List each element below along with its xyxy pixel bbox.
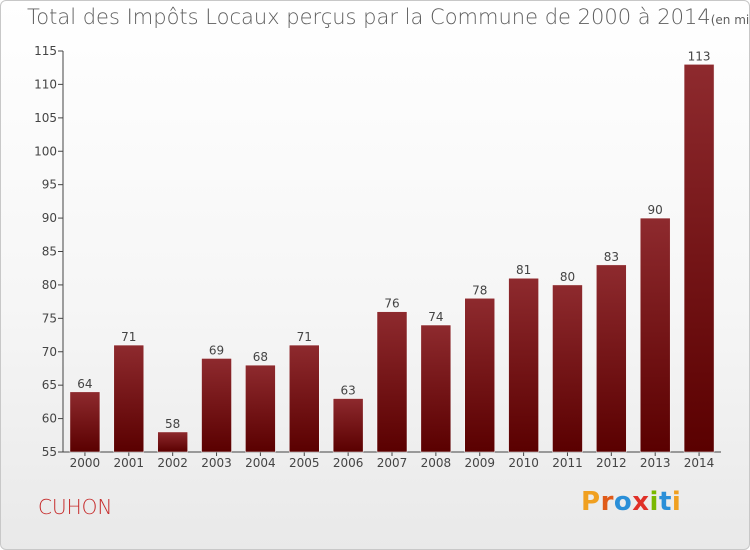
x-tick-label-2002: 2002 <box>157 456 188 470</box>
value-label-2006: 63 <box>340 384 355 398</box>
y-tick-label: 85 <box>42 245 57 259</box>
bar-2003 <box>201 358 232 453</box>
value-label-2007: 76 <box>384 297 399 311</box>
x-tick-label-2014: 2014 <box>684 456 715 470</box>
y-tick-label: 95 <box>42 178 57 192</box>
bar-2010 <box>508 277 539 453</box>
x-tick-label-2008: 2008 <box>421 456 452 470</box>
x-tick-label-2011: 2011 <box>552 456 583 470</box>
value-label-2002: 58 <box>165 417 180 431</box>
x-tick-label-2003: 2003 <box>201 456 232 470</box>
bar-2005 <box>289 344 320 453</box>
bars: 64 71 58 69 68 71 63 76 74 78 81 80 83 90 113 <box>69 49 715 453</box>
commune-name: CUHON <box>38 495 113 519</box>
value-label-2009: 78 <box>472 283 487 297</box>
value-label-2004: 68 <box>253 350 268 364</box>
x-tick-label-2013: 2013 <box>640 456 671 470</box>
x-tick-label-2005: 2005 <box>289 456 320 470</box>
y-tick-label: 115 <box>34 44 57 58</box>
value-label-2003: 69 <box>209 343 224 357</box>
y-tick-label: 65 <box>42 378 57 392</box>
x-tick-label-2010: 2010 <box>508 456 539 470</box>
x-tick-label-2007: 2007 <box>377 456 408 470</box>
value-label-2000: 64 <box>77 377 92 391</box>
y-tick-label: 55 <box>42 445 57 459</box>
value-label-2014: 113 <box>688 49 711 63</box>
bar-2004 <box>245 364 276 453</box>
bar-2008 <box>420 324 452 453</box>
y-tick-label: 80 <box>42 278 57 292</box>
bar-2006 <box>332 398 364 453</box>
y-tick-label: 100 <box>34 144 57 158</box>
bar-2014 <box>683 64 715 453</box>
bar-2002 <box>157 431 188 453</box>
bar-2013 <box>639 217 671 453</box>
y-tick-label: 90 <box>42 211 57 225</box>
bar-2012 <box>596 264 627 453</box>
bar-2007 <box>376 311 408 453</box>
y-tick-label: 105 <box>34 111 57 125</box>
y-tick-label: 75 <box>42 311 57 325</box>
bar-2011 <box>552 284 583 453</box>
x-tick-label-2006: 2006 <box>333 456 364 470</box>
proxiti-logo[interactable]: Proxiti <box>581 487 682 517</box>
y-tick-label: 60 <box>42 412 57 426</box>
x-tick-label-2004: 2004 <box>245 456 276 470</box>
value-label-2001: 71 <box>121 330 136 344</box>
chart-title: Total des Impôts Locaux perçus par la Co… <box>27 5 750 29</box>
y-axis: 55 60 65 70 75 80 85 90 95 100 105 110 115 <box>34 44 64 459</box>
x-axis: 2000 2001 2002 2003 2004 2005 2006 2007 2008 2009… <box>63 451 721 470</box>
chart-title-unit: (en milliers d'€) <box>710 13 750 27</box>
x-tick-label-2001: 2001 <box>114 456 145 470</box>
value-label-2008: 74 <box>428 310 443 324</box>
x-tick-label-2012: 2012 <box>596 456 627 470</box>
chart-title-main: Total des Impôts Locaux perçus par la Co… <box>27 5 711 29</box>
bar-2001 <box>113 344 145 453</box>
x-tick-label-2009: 2009 <box>464 456 495 470</box>
value-label-2012: 83 <box>604 250 619 264</box>
bar-2000 <box>69 391 101 453</box>
value-label-2005: 71 <box>297 330 312 344</box>
x-tick-label-2000: 2000 <box>70 456 101 470</box>
value-label-2013: 90 <box>648 203 663 217</box>
y-tick-label: 110 <box>34 77 57 91</box>
y-tick-label: 70 <box>42 345 57 359</box>
value-label-2010: 81 <box>516 263 531 277</box>
value-label-2011: 80 <box>560 270 575 284</box>
bar-2009 <box>464 298 495 453</box>
